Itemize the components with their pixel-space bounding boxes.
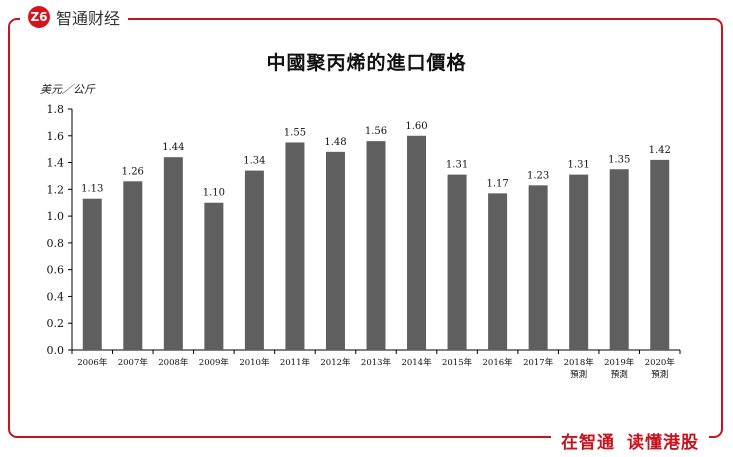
x-tick-label: 2019年 xyxy=(604,357,635,368)
data-label: 1.17 xyxy=(486,178,508,189)
data-label: 1.10 xyxy=(203,188,225,199)
data-label: 1.42 xyxy=(649,145,671,156)
brand-header: Z6 智通财经 xyxy=(20,4,129,30)
bar xyxy=(366,141,386,350)
data-label: 1.35 xyxy=(608,154,630,165)
data-label: 1.31 xyxy=(446,160,468,171)
data-label: 1.34 xyxy=(243,156,265,167)
slogan: 在智通 读懂港股 xyxy=(551,427,709,453)
bar xyxy=(609,169,629,350)
y-tick-label: 1.0 xyxy=(47,210,65,223)
y-tick-label: 0.4 xyxy=(47,290,65,303)
x-tick-label: 預測 xyxy=(570,369,587,380)
data-label: 1.23 xyxy=(527,170,549,181)
brand-name: 智通财经 xyxy=(56,9,121,28)
data-label: 1.26 xyxy=(122,166,144,177)
x-tick-label: 2009年 xyxy=(199,357,230,368)
y-tick-label: 0.6 xyxy=(47,264,65,277)
bar xyxy=(528,185,548,350)
bar xyxy=(123,181,143,350)
x-tick-label: 預測 xyxy=(651,369,668,380)
x-tick-label: 2018年 xyxy=(564,357,595,368)
x-tick-label: 2012年 xyxy=(320,357,351,368)
bar xyxy=(650,159,670,350)
data-label: 1.55 xyxy=(284,127,306,138)
y-tick-label: 0.8 xyxy=(47,237,65,250)
x-tick-label: 2014年 xyxy=(401,357,432,368)
x-tick-label: 2006年 xyxy=(77,357,108,368)
x-tick-label: 2010年 xyxy=(239,357,270,368)
x-tick-label: 2016年 xyxy=(483,357,514,368)
y-tick-label: 1.6 xyxy=(47,130,65,143)
y-axis-unit: 美元／公斤 xyxy=(40,83,95,96)
x-tick-label: 2017年 xyxy=(523,357,554,368)
chart-title: 中國聚丙烯的進口價格 xyxy=(266,52,467,74)
bar xyxy=(285,142,305,350)
data-label: 1.13 xyxy=(81,184,103,195)
bar xyxy=(204,202,224,350)
x-tick-label: 2013年 xyxy=(361,357,392,368)
bar xyxy=(163,157,183,350)
x-tick-label: 2011年 xyxy=(280,357,311,368)
card-frame xyxy=(8,18,723,438)
x-tick-label: 2015年 xyxy=(442,357,473,368)
bar xyxy=(244,170,264,350)
data-label: 1.48 xyxy=(324,137,346,148)
data-label: 1.60 xyxy=(405,121,427,132)
bar xyxy=(325,151,345,350)
logo-icon: Z6 xyxy=(28,6,50,28)
x-tick-label: 2007年 xyxy=(118,357,149,368)
slogan-part-2: 读懂港股 xyxy=(627,432,699,453)
x-tick-label: 2008年 xyxy=(158,357,189,368)
bar xyxy=(447,174,467,350)
y-tick-label: 1.2 xyxy=(47,183,65,196)
x-tick-label: 2020年 xyxy=(645,357,676,368)
x-tick-label: 預測 xyxy=(611,369,628,380)
data-label: 1.56 xyxy=(365,126,387,137)
y-tick-label: 0.2 xyxy=(47,317,65,330)
y-tick-label: 1.8 xyxy=(47,103,65,116)
bar xyxy=(82,198,102,350)
slogan-part-1: 在智通 xyxy=(561,432,615,453)
bar xyxy=(488,193,508,350)
data-label: 1.31 xyxy=(568,160,590,171)
bar xyxy=(569,174,589,350)
y-tick-label: 0.0 xyxy=(47,344,65,357)
data-label: 1.44 xyxy=(162,142,184,153)
y-tick-label: 1.4 xyxy=(47,157,65,170)
bar xyxy=(407,135,427,350)
